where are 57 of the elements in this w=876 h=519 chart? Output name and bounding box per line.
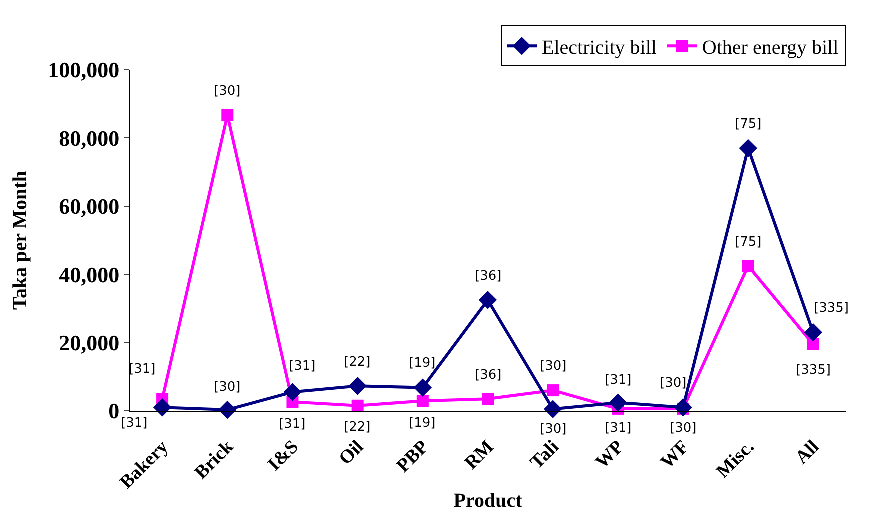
annotation: [30] (214, 84, 241, 99)
point (739, 139, 758, 158)
legend-label: Other energy bill (702, 36, 840, 59)
annotation: [19] (409, 356, 436, 371)
point (609, 394, 628, 412)
annotation: [31] (279, 417, 306, 432)
point (222, 109, 234, 122)
point (742, 260, 754, 272)
annotation: [31] (121, 416, 148, 431)
point (804, 323, 823, 342)
annotation: [31] (289, 359, 316, 374)
x-tick-label: Oil (335, 436, 368, 470)
x-tick-label: Tali (526, 436, 564, 474)
y-tick-label: 20,000 (59, 330, 120, 356)
x-tick-label: All (792, 436, 824, 469)
annotation: [75] (735, 117, 762, 132)
annotation: [75] (735, 235, 762, 250)
y-tick-label: 40,000 (59, 262, 120, 288)
point (153, 398, 172, 417)
x-axis-title: Product (454, 490, 523, 512)
annotation: [22] (344, 420, 371, 435)
point (284, 383, 302, 402)
annotation: [36] (475, 269, 502, 284)
point (807, 338, 820, 351)
point (544, 400, 562, 418)
x-tick-label: WP (592, 436, 629, 474)
point (478, 291, 498, 310)
annotation: [30] (540, 422, 567, 437)
annotation: [19] (409, 416, 436, 431)
annotation: [36] (475, 368, 502, 383)
point (547, 384, 560, 397)
point (414, 378, 432, 397)
annotation: [31] (129, 362, 156, 377)
annotation: [30] (670, 421, 697, 436)
annotation: [30] (540, 359, 567, 374)
point (674, 398, 692, 417)
legend-label: Electricity bill (542, 36, 658, 59)
x-tick-label: PBP (392, 436, 434, 477)
annotation: [31] (605, 421, 632, 436)
y-tick-label: 0 (108, 398, 120, 424)
annotation: [30] (214, 380, 241, 395)
y-axis-title: Taka per Month (10, 171, 32, 310)
y-tick-label: 100,000 (48, 58, 120, 83)
point (348, 377, 367, 396)
annotation: [335] (814, 301, 849, 316)
annotation: [22] (344, 355, 371, 370)
y-tick-label: 60,000 (59, 194, 120, 220)
x-tick-label: WF (657, 436, 694, 474)
point (482, 393, 494, 406)
x-tick-label: I&S (264, 436, 303, 476)
annotation: [30] (660, 376, 687, 391)
annotation: [31] (605, 373, 632, 388)
y-tick-label: 80,000 (59, 126, 120, 151)
point (352, 400, 364, 412)
annotation: [335] (796, 363, 831, 378)
point (416, 395, 429, 408)
x-tick-label: RM (461, 436, 498, 474)
